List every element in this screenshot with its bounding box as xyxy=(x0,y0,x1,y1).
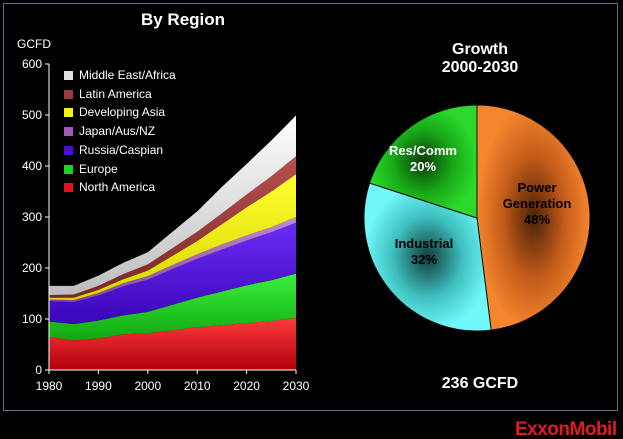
legend-label: Latin America xyxy=(79,86,152,101)
y-tick-label: 400 xyxy=(22,159,42,173)
y-tick-label: 200 xyxy=(22,261,42,275)
x-tick-label: 2020 xyxy=(233,379,260,393)
pie-slice-power-generation xyxy=(476,104,591,331)
area-series-europe xyxy=(49,273,296,341)
legend-swatch xyxy=(64,183,73,193)
exxonmobil-logo: ExxonMobil xyxy=(515,419,617,439)
legend-label: Developing Asia xyxy=(79,105,166,120)
x-tick-label: 1980 xyxy=(36,379,63,393)
pie-total-label: 236 GCFD xyxy=(441,375,519,392)
legend-swatch xyxy=(64,164,73,174)
legend-swatch xyxy=(64,71,73,80)
legend-item: Developing Asia xyxy=(64,105,165,121)
pie-label-industrial: Industrial 32% xyxy=(395,236,454,267)
slide-frame xyxy=(3,3,618,411)
pie-title-line-2: 2000-2030 xyxy=(441,59,519,76)
area-chart-title: By Region xyxy=(140,10,226,29)
y-tick-label: 100 xyxy=(22,312,42,326)
pie-slice-res-comm xyxy=(368,104,478,219)
legend-label: Japan/Aus/NZ xyxy=(79,124,156,139)
x-tick-label: 2000 xyxy=(134,379,161,393)
x-tick-label: 2030 xyxy=(283,379,310,393)
legend-item: Latin America xyxy=(64,87,152,103)
legend-item: Middle East/Africa xyxy=(64,68,176,84)
legend-label: Russia/Caspian xyxy=(79,142,164,157)
legend-swatch xyxy=(64,145,73,155)
pie-title-line-1: Growth xyxy=(452,41,508,58)
x-tick-label: 2010 xyxy=(184,379,211,393)
y-tick-label: 0 xyxy=(35,363,42,377)
legend-swatch xyxy=(64,127,73,137)
legend-label: Europe xyxy=(79,161,118,176)
pie-chart-title: Growth 2000-2030 xyxy=(405,41,555,77)
x-tick-label: 1990 xyxy=(85,379,112,393)
area-series-north-america xyxy=(49,317,296,370)
pie-label-res-comm: Res/Comm 20% xyxy=(389,143,457,174)
legend-swatch xyxy=(64,89,73,99)
y-axis-unit-label: GCFD xyxy=(17,37,51,51)
legend-item: Russia/Caspian xyxy=(64,143,163,159)
legend-item: Europe xyxy=(64,162,118,178)
y-tick-label: 600 xyxy=(22,57,42,71)
y-tick-label: 500 xyxy=(22,108,42,122)
legend-swatch xyxy=(64,108,73,118)
legend-label: North America xyxy=(79,180,156,195)
pie-label-power-generation: Power Generation 48% xyxy=(503,180,572,227)
legend-label: Middle East/Africa xyxy=(79,68,176,82)
pie-slice-industrial xyxy=(363,182,492,332)
area-series-russia-caspian xyxy=(49,222,296,325)
legend-item: Japan/Aus/NZ xyxy=(64,124,155,140)
legend-item: North America xyxy=(64,180,155,196)
y-tick-label: 300 xyxy=(22,210,42,224)
